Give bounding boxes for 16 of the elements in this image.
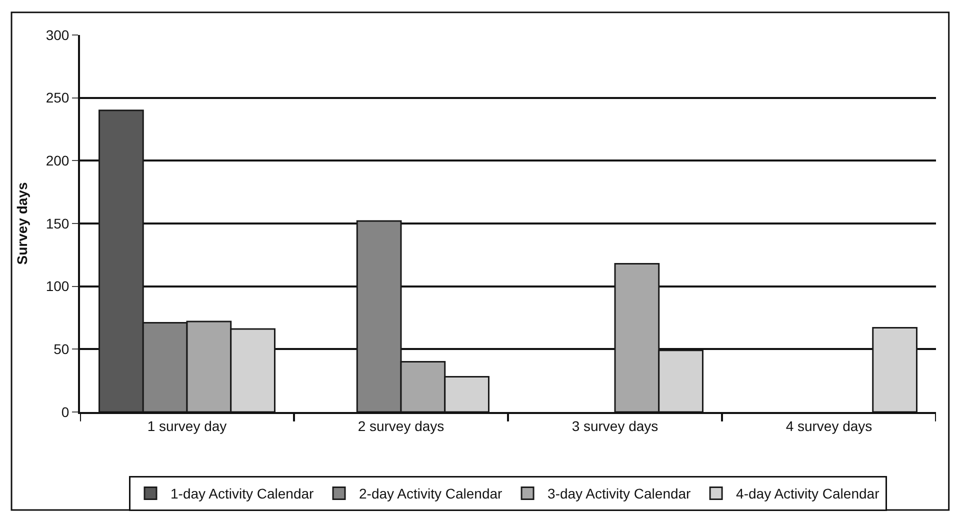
y-tick-label: 0 — [61, 404, 70, 420]
y-tick-label: 50 — [54, 341, 70, 358]
y-tick-label: 100 — [46, 278, 70, 294]
legend-label: 3-day Activity Calendar — [548, 486, 692, 502]
x-tick-label: 1 survey day — [147, 418, 227, 434]
y-tick-label: 300 — [46, 26, 70, 43]
x-tick-label: 2 survey days — [358, 418, 444, 434]
y-axis-title: Survey days — [14, 182, 30, 265]
x-tick-label: 3 survey days — [572, 418, 658, 434]
x-tick-label: 4 survey days — [786, 418, 872, 434]
y-tick-label: 200 — [46, 152, 70, 169]
legend-label: 1-day Activity Calendar — [170, 486, 314, 502]
legend-label: 2-day Activity Calendar — [359, 486, 503, 502]
y-tick-label: 150 — [46, 215, 70, 232]
y-tick-label: 250 — [46, 90, 70, 106]
legend-label: 4-day Activity Calendar — [736, 486, 880, 502]
